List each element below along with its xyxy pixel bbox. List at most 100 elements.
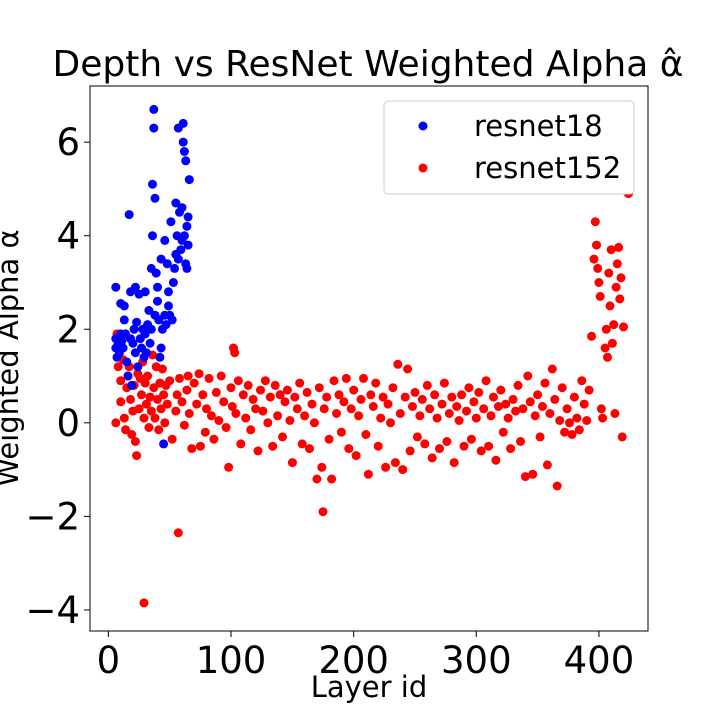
point-resnet152-148 [403,364,413,374]
point-resnet18-52 [159,439,169,449]
point-resnet18-79 [182,221,192,231]
point-resnet152-196 [520,472,530,482]
point-resnet18-83 [184,175,194,185]
point-resnet152-84 [248,394,258,404]
point-resnet152-116 [324,434,334,444]
point-resnet152-190 [506,444,516,454]
point-resnet152-234 [603,352,612,362]
legend: resnet18 resnet152 [383,100,635,195]
point-resnet18-42 [150,193,160,203]
point-resnet152-76 [230,348,240,358]
point-resnet152-13 [126,394,135,404]
point-resnet18-41 [149,123,159,133]
point-resnet152-208 [550,394,560,404]
point-resnet18-39 [148,231,157,241]
point-resnet152-48 [172,390,182,400]
point-resnet152-232 [600,343,610,353]
point-resnet152-198 [525,397,535,407]
point-resnet152-151 [410,387,420,397]
point-resnet152-179 [479,404,489,414]
point-resnet152-155 [420,439,430,449]
point-resnet152-70 [219,397,229,407]
point-resnet152-105 [300,411,310,421]
point-resnet18-35 [145,338,155,348]
point-resnet18-30 [140,329,150,339]
point-resnet152-156 [422,380,432,390]
point-resnet152-103 [295,378,305,388]
point-resnet18-14 [123,371,133,381]
point-resnet152-175 [469,397,479,407]
point-resnet152-200 [530,411,540,421]
point-resnet18-48 [155,352,165,362]
point-resnet152-202 [535,432,545,442]
point-resnet152-90 [263,418,273,428]
point-resnet18-40 [149,104,159,114]
point-resnet152-69 [216,371,226,381]
point-resnet152-36 [153,394,162,404]
point-resnet18-49 [156,343,166,353]
point-resnet152-238 [607,338,617,348]
point-resnet152-140 [383,399,393,409]
point-resnet152-60 [195,441,205,451]
point-resnet152-143 [390,458,400,468]
point-resnet152-77 [231,409,241,418]
point-resnet152-115 [322,392,332,402]
point-resnet152-126 [349,385,359,395]
x-tick-label: 400 [564,639,635,682]
point-resnet152-135 [371,378,381,388]
point-resnet152-149 [405,446,415,456]
point-resnet18-9 [118,343,128,353]
point-resnet152-160 [432,413,442,423]
point-resnet18-18 [127,380,137,390]
point-resnet152-49 [173,528,183,538]
point-resnet152-142 [388,383,398,393]
point-resnet152-128 [354,411,364,421]
point-resnet152-117 [327,474,337,484]
point-resnet152-30 [145,392,155,402]
point-resnet152-214 [565,418,574,428]
point-resnet18-36 [146,324,156,334]
point-resnet152-182 [486,411,496,421]
point-resnet152-110 [312,474,322,484]
point-resnet152-144 [393,359,403,369]
point-resnet18-21 [130,282,140,292]
point-resnet152-44 [162,399,172,409]
point-resnet152-173 [464,383,474,393]
point-resnet152-95 [275,390,285,400]
chart-title: Depth vs ResNet Weighted Alpha α̂ [53,44,684,85]
plot-frame [89,85,649,632]
point-resnet18-8 [117,336,127,346]
point-resnet18-44 [151,268,161,278]
legend-box [383,100,635,195]
point-resnet152-162 [437,399,447,409]
point-resnet152-71 [221,423,231,432]
point-resnet152-205 [542,460,552,470]
point-resnet152-229 [595,292,605,301]
x-tick-label: 100 [196,639,267,682]
point-resnet18-13 [122,357,132,367]
point-resnet152-132 [363,469,373,479]
point-resnet152-108 [307,399,317,409]
point-resnet152-85 [251,404,261,414]
point-resnet152-220 [579,399,589,409]
point-resnet152-113 [318,507,328,517]
point-resnet152-97 [280,397,290,407]
point-resnet152-57 [189,378,199,388]
point-resnet152-227 [593,263,603,273]
point-resnet152-158 [427,453,437,463]
point-resnet152-236 [605,301,615,311]
point-resnet152-233 [601,324,611,334]
point-resnet152-170 [457,390,467,400]
point-resnet152-111 [314,383,324,393]
point-resnet152-169 [454,416,464,425]
axis-ticks: 0 100 200 300 400 −4 −2 0 2 4 6 [25,121,634,682]
point-resnet152-152 [412,432,422,442]
point-resnet152-83 [246,425,256,435]
point-resnet18-57 [164,301,173,311]
point-resnet152-50 [175,373,184,383]
point-resnet152-51 [177,397,187,407]
point-resnet152-243 [614,242,624,252]
point-resnet152-92 [268,441,278,451]
point-resnet152-225 [590,217,600,227]
point-resnet152-163 [439,378,449,388]
